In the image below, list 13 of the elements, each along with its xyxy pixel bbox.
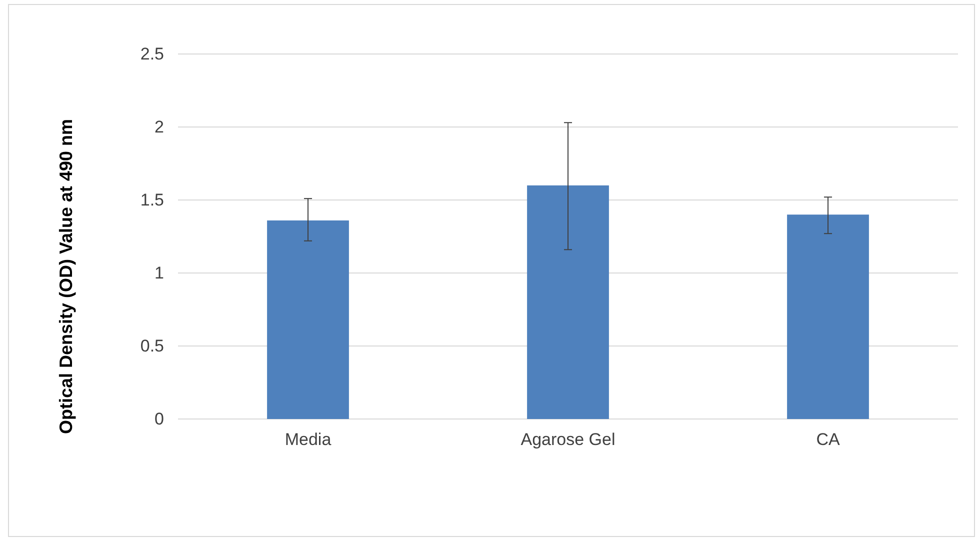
y-tick-label: 2.5 xyxy=(140,44,164,64)
x-tick-label: Agarose Gel xyxy=(520,430,616,450)
y-axis-title: Optical Density (OD) Value at 490 nm xyxy=(56,118,76,434)
x-tick-label: Media xyxy=(284,430,332,450)
bar xyxy=(527,185,609,419)
y-tick-label: 2 xyxy=(154,117,164,136)
bar xyxy=(267,220,349,419)
y-tick-label: 1 xyxy=(154,263,164,282)
bar xyxy=(787,214,869,419)
y-tick-label: 0 xyxy=(154,409,164,428)
x-tick-label: CA xyxy=(816,430,840,450)
y-tick-label: 1.5 xyxy=(140,190,164,210)
y-tick-label: 0.5 xyxy=(140,336,164,356)
